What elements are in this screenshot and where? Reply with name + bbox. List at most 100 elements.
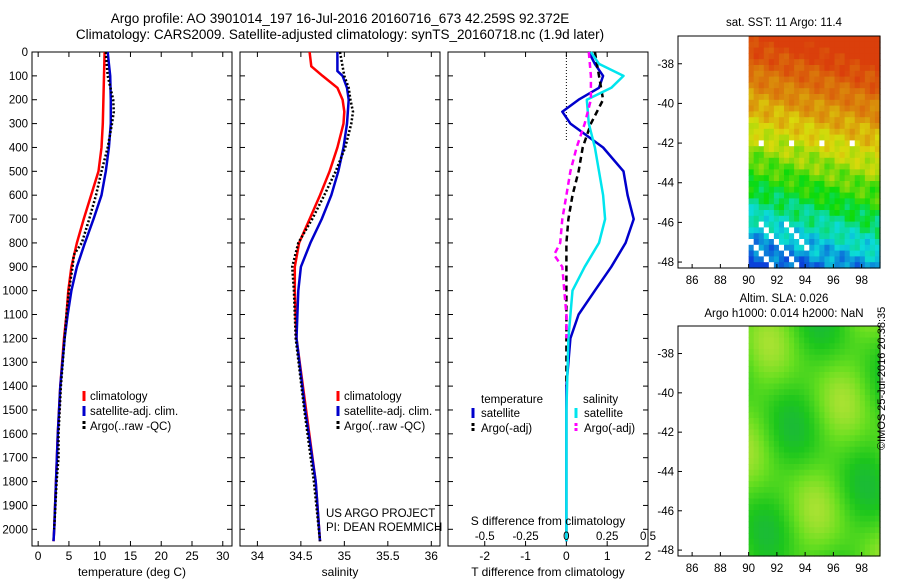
- map-cell: [804, 492, 810, 500]
- map-cell: [819, 538, 826, 546]
- figure-title-line1: Argo profile: AO 3901014_197 16-Jul-2016…: [110, 11, 570, 26]
- map-cell: [864, 47, 871, 54]
- map-cell: [829, 458, 836, 465]
- map-cell: [799, 377, 805, 385]
- map-cell: [768, 331, 775, 339]
- map-cell: [768, 192, 775, 199]
- map-cell: [799, 250, 805, 257]
- map-cell: [854, 475, 861, 482]
- map-cell: [854, 510, 861, 517]
- map-cell: [864, 181, 871, 188]
- map-cell: [758, 88, 765, 95]
- map-cell: [819, 377, 826, 385]
- map-cell: [763, 343, 770, 350]
- x-tick-label-salinity-2: 35: [338, 549, 352, 563]
- map-cell: [824, 233, 831, 240]
- map-cell: [869, 331, 876, 339]
- map-cell: [829, 111, 836, 118]
- map-cell: [789, 469, 795, 477]
- map-cell: [854, 544, 861, 551]
- map-cell: [809, 192, 815, 199]
- map-cell: [758, 146, 765, 153]
- map-cell: [768, 215, 775, 223]
- map-cell: [839, 134, 846, 141]
- map-cell: [784, 458, 790, 465]
- map-cell: [859, 59, 866, 66]
- map-cell: [844, 550, 851, 557]
- map-title-sla-2: Argo h1000: 0.014 h2000: NaN: [704, 308, 863, 320]
- map-cell: [784, 412, 790, 419]
- legend-label-difference-1: Argo(-adj): [481, 423, 532, 435]
- map-cell: [809, 423, 815, 431]
- map-cell: [864, 82, 871, 89]
- map-cell: [874, 452, 881, 459]
- map-cell: [824, 175, 831, 182]
- map-cell: [768, 186, 775, 194]
- map-cell: [829, 435, 836, 442]
- map-cell: [874, 429, 881, 436]
- map-cell: [819, 544, 826, 551]
- map-cell: [758, 377, 765, 385]
- map-cell: [794, 418, 800, 425]
- map-cell: [789, 372, 795, 379]
- map-cell: [824, 186, 831, 194]
- map-cell: [874, 366, 881, 373]
- map-cell: [824, 204, 831, 211]
- map-cell: [834, 256, 841, 263]
- map-cell: [784, 366, 790, 373]
- map-cell: [784, 128, 790, 136]
- map-cell: [758, 354, 765, 362]
- map-cell: [794, 250, 800, 257]
- map-cell: [864, 538, 871, 546]
- map-cell: [784, 435, 790, 442]
- map-cell: [854, 527, 861, 534]
- map-cell: [784, 192, 790, 199]
- map-cell: [819, 59, 826, 66]
- map-cell: [864, 475, 871, 482]
- map-cell: [768, 510, 775, 517]
- x-tick-s-label-difference-0: -0.5: [475, 531, 495, 543]
- map-cell: [814, 181, 820, 188]
- map-cell: [763, 475, 770, 482]
- map-cell: [844, 181, 851, 188]
- map-cell: [753, 366, 760, 373]
- map-y-tick-label-sst-1: -40: [657, 98, 674, 110]
- map-x-tick-label-sla-1: 88: [714, 563, 727, 575]
- map-cell: [753, 452, 760, 459]
- map-cell: [753, 215, 760, 223]
- map-cell: [763, 533, 770, 540]
- map-cell: [763, 498, 770, 505]
- map-cell: [768, 372, 775, 379]
- map-cell: [763, 326, 770, 333]
- map-cell: [778, 157, 785, 165]
- map-cell: [869, 181, 876, 188]
- map-cell: [864, 377, 871, 385]
- map-cell: [844, 244, 851, 252]
- map-cell: [859, 146, 866, 153]
- map-cell: [829, 343, 836, 350]
- map-cell: [814, 140, 820, 147]
- map-cell: [784, 59, 790, 66]
- map-cell: [809, 244, 815, 252]
- map-cell: [829, 412, 836, 419]
- map-cell: [768, 152, 775, 159]
- map-cell: [854, 88, 861, 95]
- map-cell: [854, 337, 861, 344]
- map-cell: [859, 481, 866, 488]
- map-cell: [824, 36, 831, 43]
- map-cell: [839, 429, 846, 436]
- map-cell: [773, 372, 780, 379]
- map-cell: [789, 111, 795, 118]
- map-cell: [753, 418, 760, 425]
- map-cell: [794, 550, 800, 557]
- map-cell: [854, 65, 861, 72]
- y-tick-label-temperature-8: 800: [9, 238, 28, 250]
- map-cell: [854, 94, 861, 101]
- map-cell: [753, 510, 760, 517]
- map-cell: [869, 412, 876, 419]
- map-cell: [839, 65, 846, 72]
- map-cell: [784, 423, 790, 431]
- map-cell: [839, 146, 846, 153]
- map-cell: [758, 204, 765, 211]
- map-cell: [773, 117, 780, 124]
